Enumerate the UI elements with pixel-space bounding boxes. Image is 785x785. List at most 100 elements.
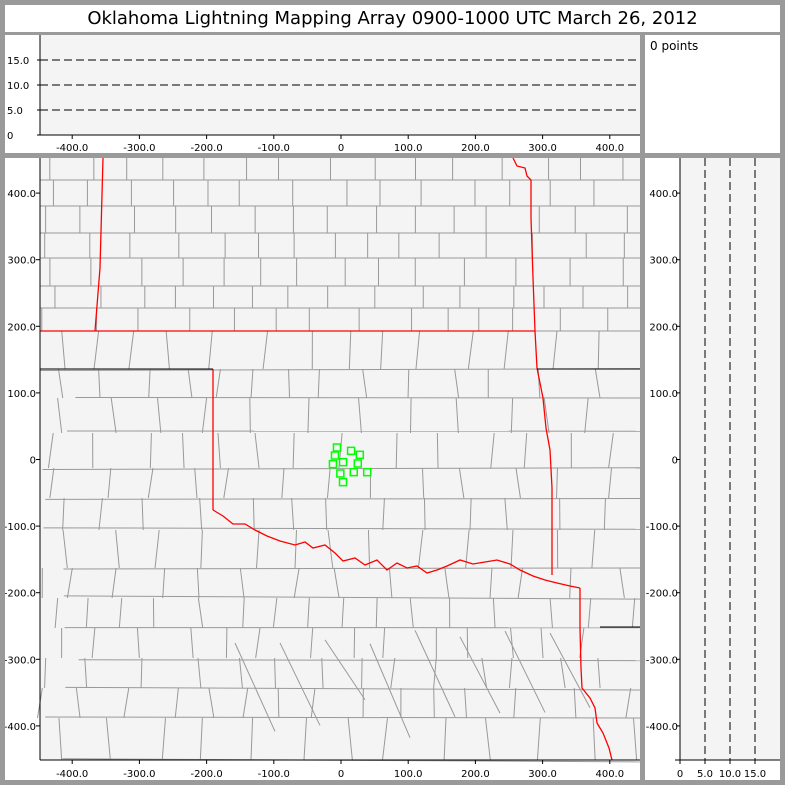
county-line — [455, 397, 459, 434]
county-line — [454, 368, 460, 399]
county-line — [467, 330, 474, 370]
county-line — [217, 432, 221, 469]
county-line — [63, 567, 641, 570]
y-tick-label: -100.0 — [646, 522, 678, 533]
county-line — [187, 368, 193, 399]
county-line — [549, 632, 591, 708]
county-line — [517, 567, 524, 599]
x-tick-label: 10.0 — [719, 769, 741, 780]
county-line — [242, 687, 249, 719]
county-line — [57, 397, 63, 434]
county-line — [608, 467, 613, 499]
county-line — [194, 467, 198, 499]
county-line — [45, 716, 641, 719]
lightning-source-point — [330, 451, 340, 460]
county-line — [199, 717, 203, 761]
county-line — [388, 567, 393, 599]
county-line — [43, 527, 641, 530]
county-line — [93, 330, 100, 370]
county-line — [361, 657, 363, 689]
county-line — [375, 597, 378, 629]
plan-view-map-panel[interactable]: 400.0 300.0 200.0 100.0 0 -100.0 -200.0 -300.0 -… — [4, 157, 641, 780]
points-count: 0 points — [650, 39, 699, 53]
county-line — [347, 717, 353, 761]
county-line — [631, 597, 636, 629]
county-line — [423, 497, 426, 531]
county-line — [165, 330, 170, 370]
x-tick-label: 0 — [338, 769, 344, 780]
county-line — [409, 597, 414, 629]
county-line — [591, 529, 596, 569]
county-line — [632, 717, 638, 761]
county-line — [197, 597, 204, 629]
county-line — [504, 630, 546, 713]
x-tick-label: 100.0 — [394, 143, 423, 153]
county-line — [444, 567, 450, 599]
county-line — [208, 687, 215, 719]
county-line — [608, 432, 614, 469]
y-tick-label: 15.0 — [7, 56, 29, 67]
y-altitude-plot: 400.0 300.0 200.0 100.0 0 -100.0 -200.0 -300.0 -… — [646, 158, 780, 780]
county-line — [42, 467, 641, 470]
county-line — [325, 497, 328, 531]
county-line — [154, 529, 160, 569]
county-line — [61, 330, 66, 370]
county-line — [443, 717, 447, 761]
county-line — [333, 567, 340, 599]
x-tick-label: -100.0 — [258, 769, 290, 780]
county-line — [157, 397, 162, 434]
county-line — [239, 567, 245, 599]
county-line — [98, 368, 101, 399]
county-line — [123, 687, 130, 719]
plan-view-map[interactable]: 400.0 300.0 200.0 100.0 0 -100.0 -200.0 -300.0 -… — [4, 157, 641, 780]
county-line — [208, 330, 213, 370]
county-line — [47, 432, 54, 469]
county-line — [508, 657, 513, 689]
lightning-source-point — [328, 459, 338, 469]
county-line — [594, 368, 601, 399]
y-tick-label: 200.0 — [7, 322, 36, 333]
county-line — [288, 368, 291, 399]
county-line — [140, 657, 143, 689]
county-line — [197, 657, 202, 689]
map-axes: 400.0 300.0 200.0 100.0 0 -100.0 -200.0 -300.0 -… — [4, 158, 640, 780]
county-line — [310, 687, 316, 719]
county-line — [625, 687, 632, 719]
y-altitude-panel: 400.0 300.0 200.0 100.0 0 -100.0 -200.0 -300.0 -… — [645, 158, 780, 780]
county-line — [510, 529, 514, 569]
y-tick-label: -400.0 — [5, 722, 36, 733]
x-tick-label: 15.0 — [744, 769, 766, 780]
county-line — [390, 657, 396, 689]
colorado-kansas-border — [94, 157, 104, 332]
county-line — [382, 497, 385, 531]
county-line — [510, 627, 514, 659]
county-line — [215, 368, 221, 399]
x-tick-label: -300.0 — [123, 143, 155, 153]
county-line — [118, 597, 123, 629]
kansas-missouri-border — [512, 157, 553, 575]
x-tick-label: 0 — [338, 143, 344, 153]
county-line — [417, 529, 424, 569]
county-line — [98, 497, 103, 531]
county-line — [369, 643, 411, 738]
county-line — [573, 687, 577, 719]
y-tick-label: 300.0 — [649, 256, 678, 267]
county-line — [560, 657, 566, 689]
county-line — [362, 368, 368, 399]
county-line — [128, 330, 135, 370]
y-tick-label: 300.0 — [7, 256, 36, 267]
county-line — [484, 717, 491, 761]
county-line — [597, 657, 601, 689]
x-tick-label: 300.0 — [528, 769, 557, 780]
y-tick-label: 0 — [30, 456, 36, 467]
county-line — [200, 529, 203, 569]
lightning-source-point — [336, 469, 345, 478]
county-line — [162, 567, 166, 599]
lightning-source-point — [355, 450, 365, 460]
county-line — [54, 597, 59, 629]
county-line — [252, 497, 255, 531]
x-tick-label: -400.0 — [56, 769, 88, 780]
y-tick-label: -400.0 — [646, 722, 678, 733]
county-line — [414, 630, 456, 717]
county-line — [238, 657, 243, 689]
